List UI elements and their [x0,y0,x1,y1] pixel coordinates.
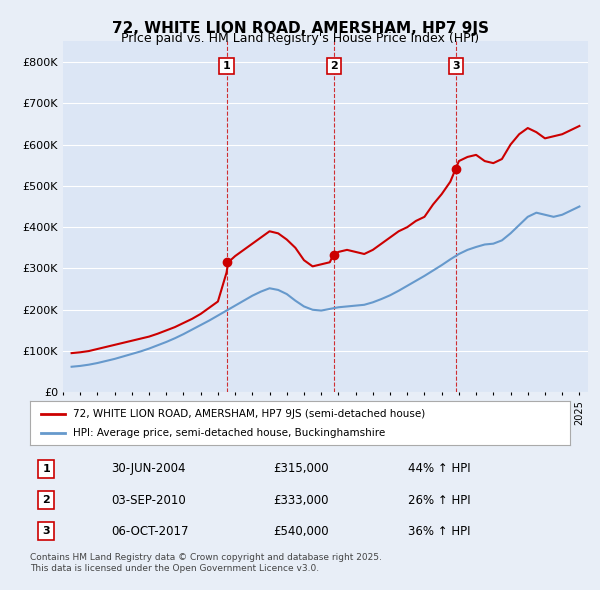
Text: 1: 1 [223,61,230,71]
Text: 2: 2 [330,61,338,71]
Text: £333,000: £333,000 [273,493,329,507]
Text: 26% ↑ HPI: 26% ↑ HPI [408,493,470,507]
Text: 72, WHITE LION ROAD, AMERSHAM, HP7 9JS: 72, WHITE LION ROAD, AMERSHAM, HP7 9JS [112,21,488,35]
Text: 72, WHITE LION ROAD, AMERSHAM, HP7 9JS (semi-detached house): 72, WHITE LION ROAD, AMERSHAM, HP7 9JS (… [73,409,425,418]
Text: 3: 3 [452,61,460,71]
Text: 36% ↑ HPI: 36% ↑ HPI [408,525,470,537]
Text: 03-SEP-2010: 03-SEP-2010 [111,493,186,507]
Text: Price paid vs. HM Land Registry's House Price Index (HPI): Price paid vs. HM Land Registry's House … [121,32,479,45]
Text: HPI: Average price, semi-detached house, Buckinghamshire: HPI: Average price, semi-detached house,… [73,428,385,438]
Text: 1: 1 [43,464,50,474]
Text: £315,000: £315,000 [273,463,329,476]
Text: Contains HM Land Registry data © Crown copyright and database right 2025.
This d: Contains HM Land Registry data © Crown c… [30,553,382,573]
Text: 2: 2 [43,495,50,505]
Text: 3: 3 [43,526,50,536]
Text: 06-OCT-2017: 06-OCT-2017 [111,525,188,537]
Text: £540,000: £540,000 [273,525,329,537]
Text: 44% ↑ HPI: 44% ↑ HPI [408,463,470,476]
Text: 30-JUN-2004: 30-JUN-2004 [111,463,185,476]
